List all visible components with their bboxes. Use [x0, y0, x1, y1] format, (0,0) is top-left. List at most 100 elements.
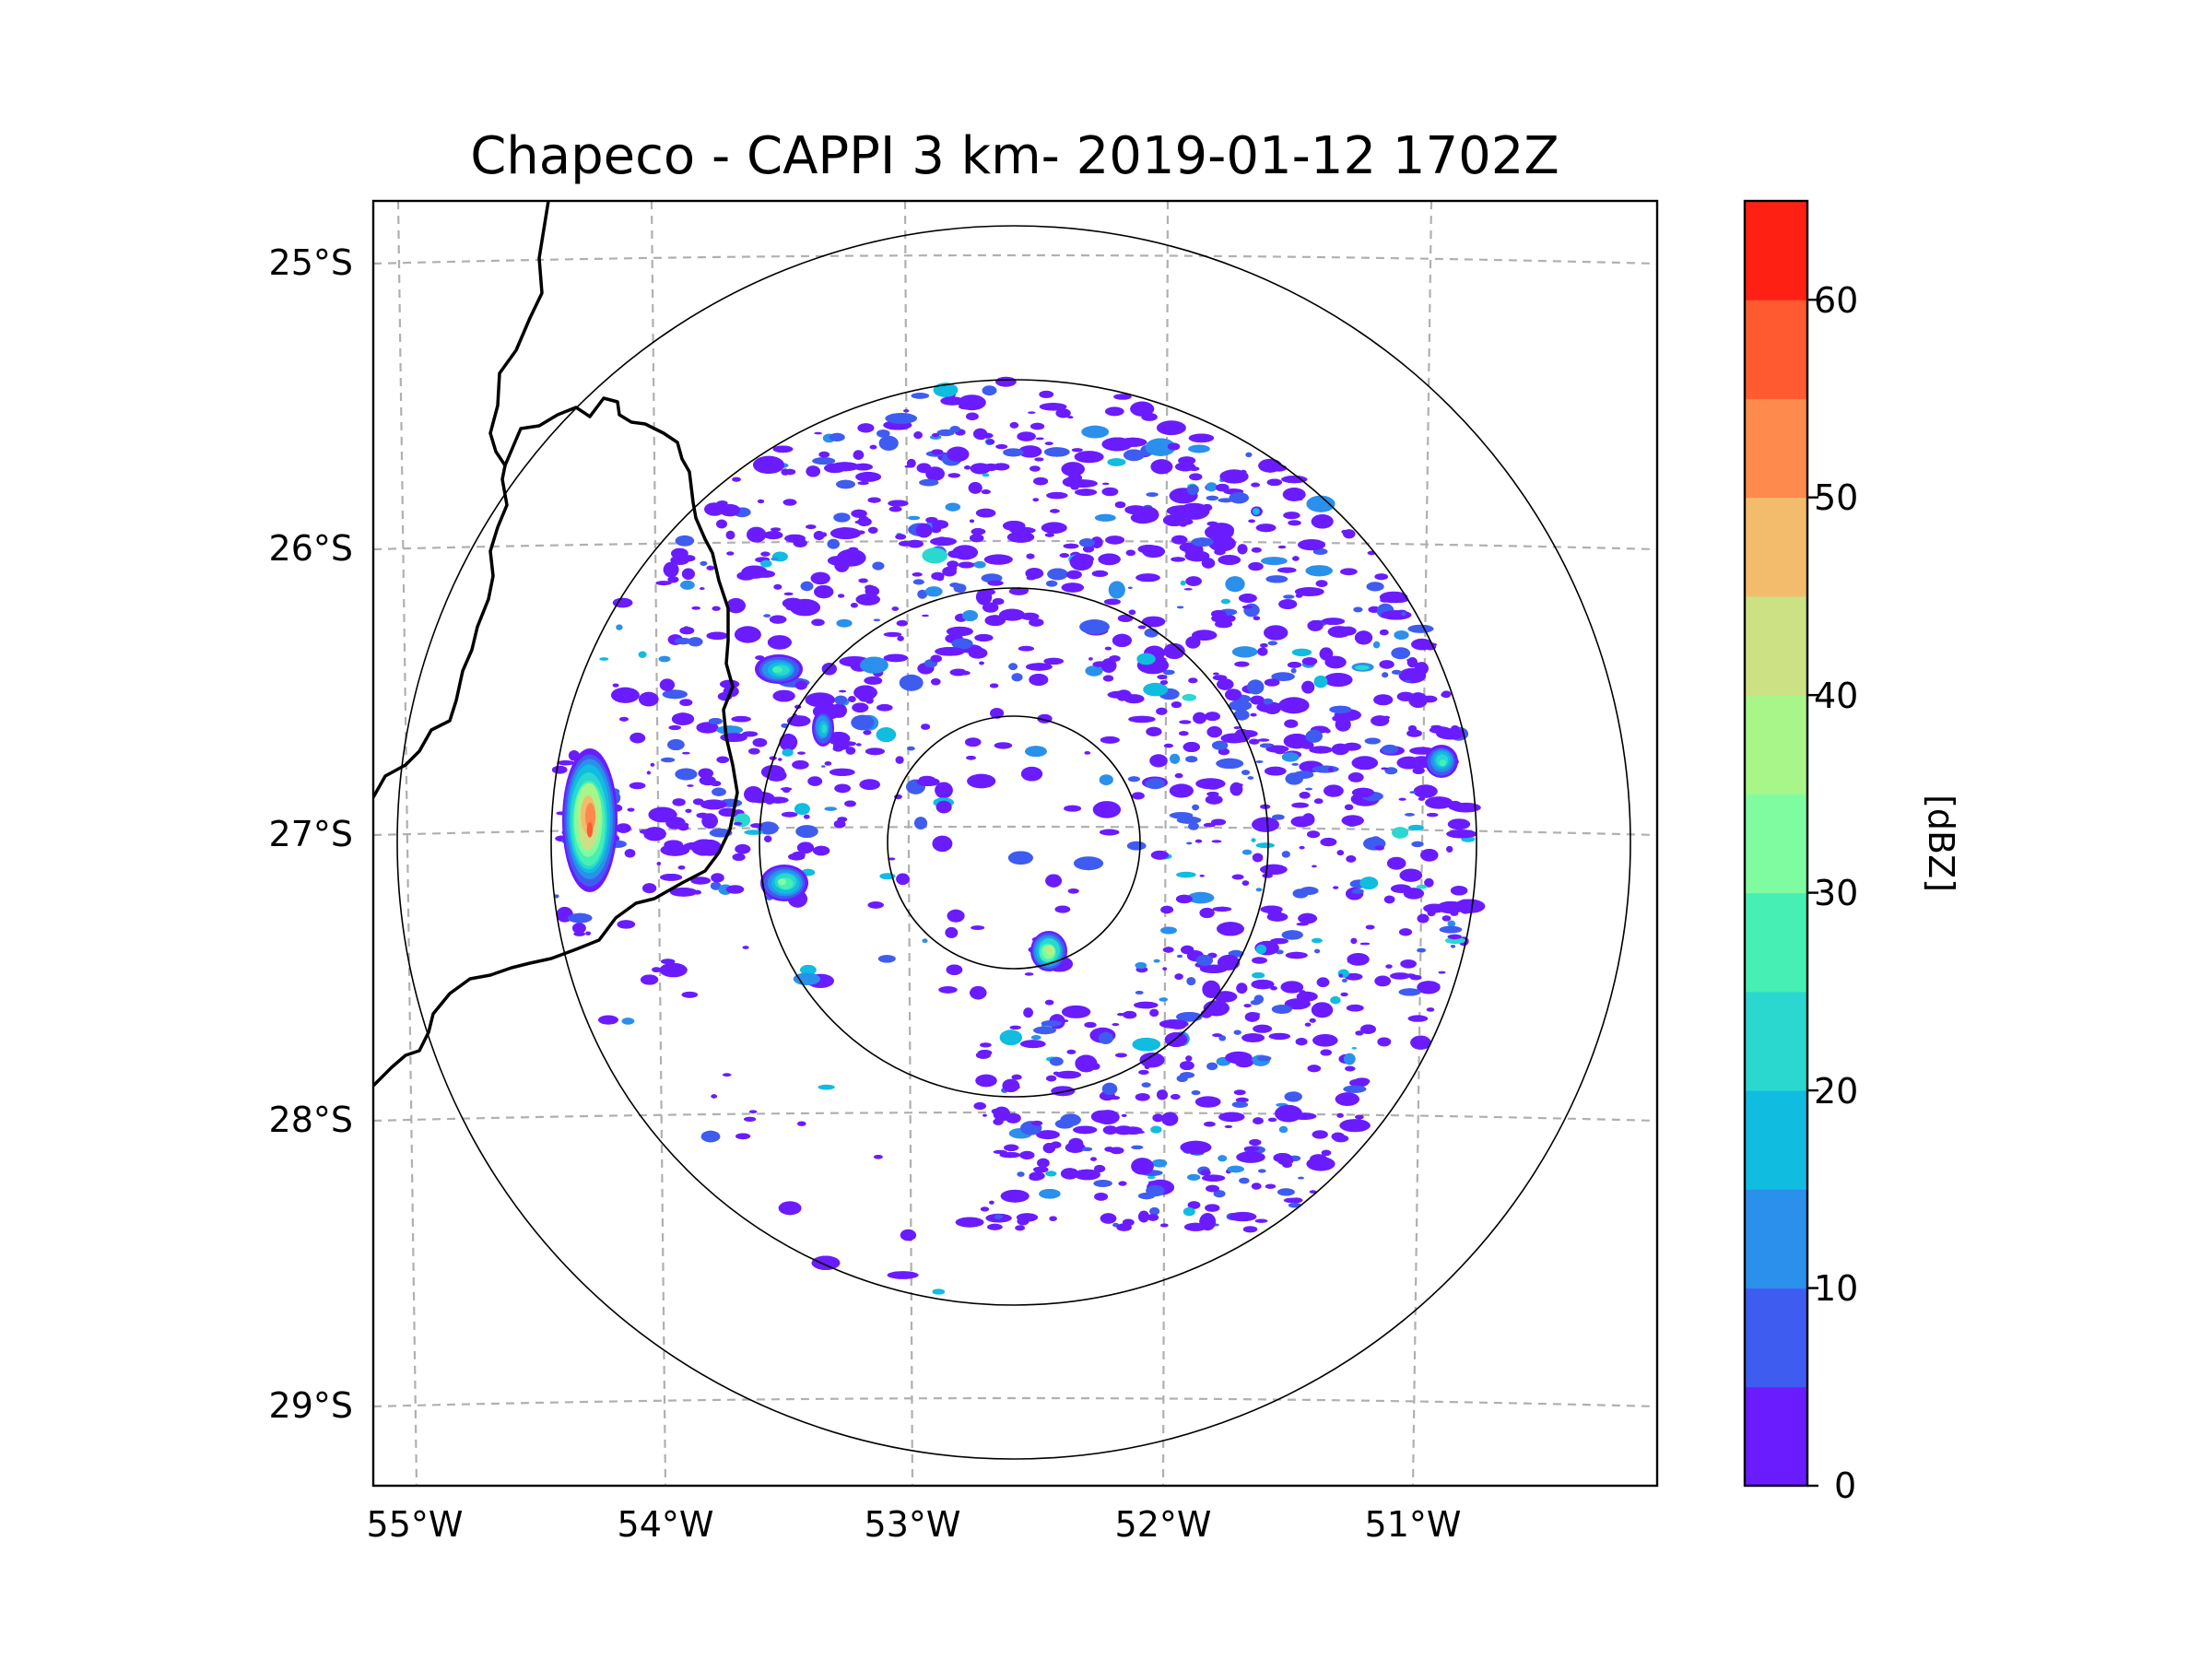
echo-speckle — [1200, 1170, 1211, 1176]
echo-speckle — [1024, 446, 1032, 450]
echo-speckle — [1149, 1008, 1159, 1018]
echo-speckle — [876, 727, 897, 743]
echo-speckle — [1007, 851, 1033, 865]
echo-speckle — [679, 627, 695, 635]
echo-speckle — [1327, 626, 1351, 638]
echo-speckle — [1085, 665, 1103, 677]
echo-speckle — [932, 1288, 946, 1295]
echo-speckle — [1117, 695, 1127, 701]
lon-label-55w: 55°W — [367, 1504, 464, 1545]
colorbar-bands — [1745, 201, 1807, 1487]
echo-speckle — [1124, 505, 1147, 515]
echo-speckle — [685, 808, 692, 813]
echo-speckle — [888, 506, 902, 512]
echo-speckle — [1047, 528, 1054, 533]
echo-speckle — [1124, 449, 1145, 462]
echo-speckle — [1266, 478, 1283, 487]
echo-speckle — [572, 923, 586, 934]
echo-speckle — [1340, 992, 1348, 997]
echo-speckle — [922, 614, 929, 618]
echo-speckle — [1030, 465, 1041, 472]
echo-speckle — [980, 1206, 990, 1212]
echo-speckle — [688, 637, 703, 647]
echo-speckle — [1107, 458, 1126, 466]
echo-speckle — [1345, 1065, 1356, 1072]
echo-speckle — [1335, 1092, 1359, 1106]
echo-speckle — [1374, 845, 1384, 851]
echo-speckle — [1206, 725, 1222, 738]
echo-speckle — [1161, 1112, 1179, 1126]
echo-speckle — [1188, 466, 1200, 471]
echo-speckle — [1239, 594, 1257, 603]
echo-speckle — [1255, 760, 1264, 763]
echo-speckle — [1409, 791, 1417, 794]
echo-speckle — [1157, 1089, 1168, 1100]
echo-speckle — [1250, 1000, 1261, 1006]
echo-speckle — [1201, 558, 1216, 569]
echo-speckle — [1113, 394, 1132, 400]
echo-speckle — [1018, 645, 1035, 652]
echo-speckle — [883, 631, 902, 638]
echo-speckle — [700, 1130, 721, 1143]
echo-speckle — [1041, 1020, 1062, 1027]
echo-speckle — [711, 873, 724, 883]
echo-speckle — [599, 657, 609, 661]
lat-label-25s: 25°S — [269, 242, 353, 283]
echo-speckle — [874, 681, 881, 685]
range-ring-200km — [759, 587, 1269, 1098]
echo-speckle — [1153, 959, 1160, 963]
echo-speckle — [1320, 1049, 1332, 1056]
echo-speckle — [935, 800, 952, 814]
echo-speckle — [1298, 1176, 1304, 1180]
echo-speckle — [821, 765, 826, 768]
echo-speckle — [1227, 1165, 1244, 1173]
echo-speckle — [1408, 824, 1424, 831]
echo-speckle — [662, 689, 688, 700]
echo-speckle — [1267, 641, 1278, 646]
echo-speckle — [992, 598, 1005, 606]
echo-speckle — [1299, 846, 1305, 850]
echo-speckle — [851, 714, 875, 731]
echo-speckle — [938, 986, 958, 994]
echo-speckle — [1292, 556, 1300, 561]
echo-speckle — [1218, 498, 1234, 503]
echo-speckle — [1178, 456, 1196, 465]
echo-speckle — [885, 413, 917, 424]
lat-label-29s: 29°S — [269, 1385, 353, 1426]
echo-speckle — [1350, 937, 1358, 945]
echo-speckle — [1263, 698, 1274, 705]
echo-speckle — [659, 678, 676, 691]
meridian-54w — [650, 201, 667, 1486]
lat-tick-labels: 25°S 26°S 27°S 28°S 29°S — [269, 242, 353, 1426]
echo-speckle — [675, 535, 695, 547]
echo-speckle — [674, 638, 692, 645]
echo-speckle — [1146, 1184, 1165, 1197]
echo-speckle — [1218, 1155, 1228, 1162]
echo-speckle — [1095, 1110, 1120, 1124]
echo-speckle — [1218, 955, 1241, 971]
echo-speckle — [962, 610, 978, 621]
echo-speckle — [1273, 1153, 1292, 1163]
echo-speckle — [1098, 553, 1121, 566]
echo-speckle — [1272, 814, 1285, 820]
echo-speckle — [1127, 776, 1140, 782]
echo-speckle — [812, 457, 836, 465]
lon-label-54w: 54°W — [618, 1504, 714, 1545]
echo-speckle — [663, 561, 679, 578]
colorbar-band — [1745, 201, 1807, 300]
echo-speckle — [1229, 492, 1249, 504]
chart-title: Chapeco - CAPPI 3 km- 2019-01-12 1702Z — [470, 126, 1559, 186]
echo-speckle — [794, 680, 807, 690]
echo-speckle — [1241, 605, 1253, 609]
echo-speckle — [1329, 705, 1352, 714]
echo-speckle — [585, 931, 592, 935]
echo-speckle — [855, 530, 865, 535]
cb-label-30: 30 — [1814, 873, 1858, 913]
echo-speckle — [1417, 981, 1441, 994]
echo-speckle — [658, 655, 671, 663]
echo-speckle — [1312, 1130, 1328, 1139]
echo-speckle — [1347, 772, 1364, 782]
echo-speckle — [748, 1110, 758, 1113]
echo-speckle — [1150, 459, 1173, 475]
echo-speckle — [1194, 1096, 1221, 1108]
